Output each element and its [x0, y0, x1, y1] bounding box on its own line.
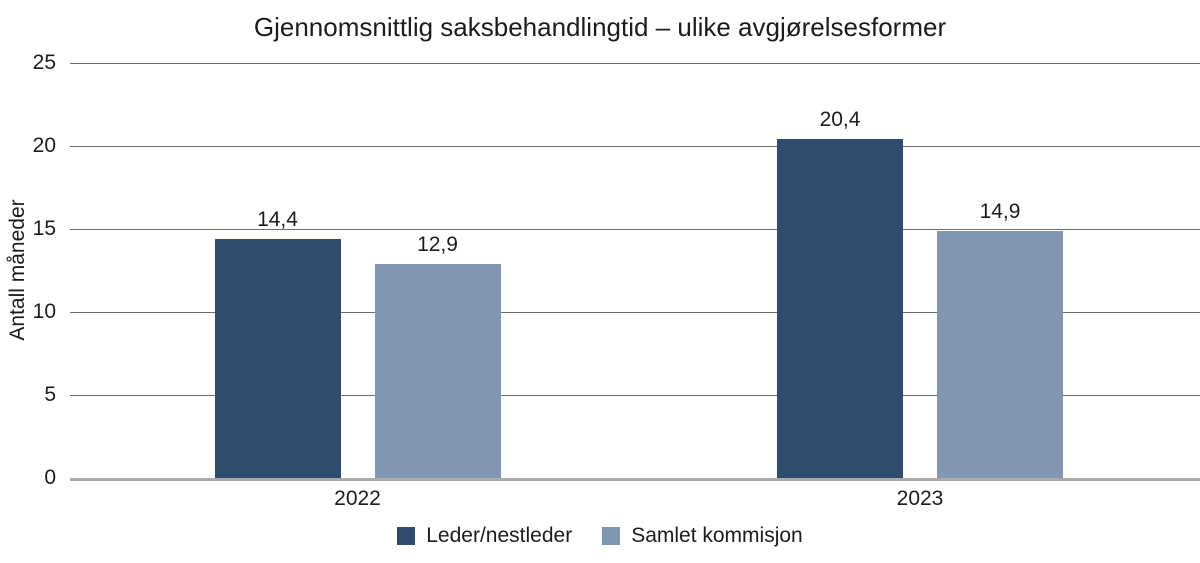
x-tick-label: 2022	[334, 487, 381, 510]
bar-value-label: 12,9	[417, 232, 458, 256]
y-tick-label: 25	[32, 51, 56, 74]
chart-title: Gjennomsnittlig saksbehandlingtid – ulik…	[253, 12, 947, 42]
legend-label: Samlet kommisjon	[631, 524, 803, 547]
y-tick-label: 10	[32, 300, 56, 323]
gridline	[70, 62, 1200, 64]
bar-series1-2023: 20,4	[777, 108, 903, 478]
bar-value-label: 20,4	[819, 108, 861, 132]
y-tick-label: 20	[32, 134, 56, 157]
legend-label: Leder/nestleder	[426, 524, 573, 547]
y-tick-label: 0	[44, 466, 56, 489]
legend-item: Samlet kommisjon	[602, 524, 803, 548]
bar-value-label: 14,9	[979, 199, 1021, 223]
legend: Leder/nestleder Samlet kommisjon	[0, 524, 1200, 548]
x-axis-line	[70, 478, 1200, 481]
gridline	[70, 228, 1200, 230]
bar-series2-2023: 14,9	[937, 200, 1063, 478]
y-tick-label: 5	[44, 383, 56, 406]
gridline	[70, 145, 1200, 147]
bar-series2-2022: 12,9	[374, 233, 501, 478]
bar-value-label: 14,4	[257, 207, 298, 231]
legend-swatch	[602, 527, 621, 545]
legend-swatch	[397, 527, 416, 545]
plot-area: 14,4 12,9 20,4 14,9	[70, 62, 1200, 481]
gridline	[70, 311, 1200, 313]
gridline	[70, 394, 1200, 396]
x-tick-label: 2023	[896, 487, 944, 510]
legend-item: Leder/nestleder	[397, 524, 572, 548]
y-tick-label: 15	[32, 217, 56, 240]
bar-series1-2022: 14,4	[214, 208, 341, 478]
